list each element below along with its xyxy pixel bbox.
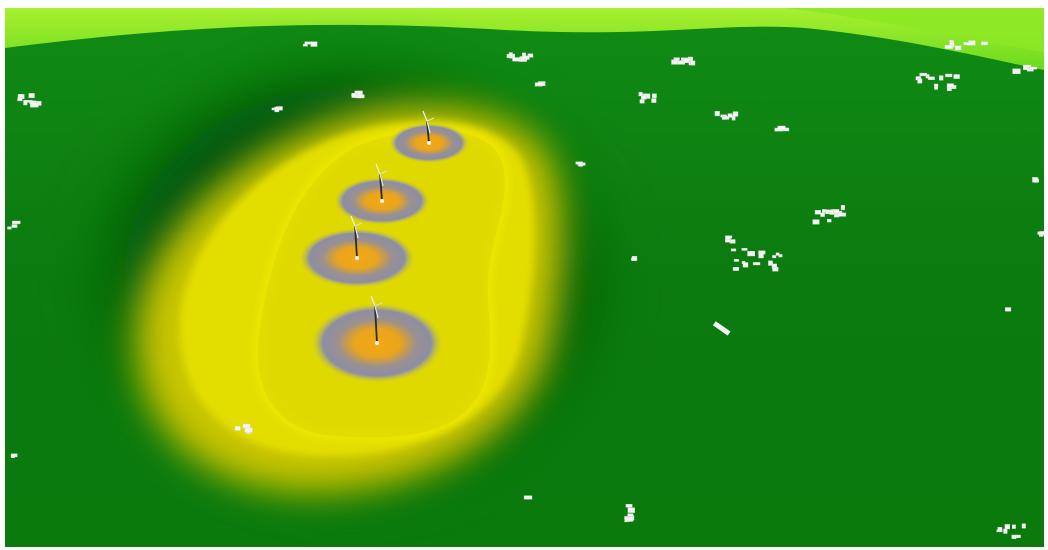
wind-turbine-icon[interactable] <box>375 163 388 203</box>
building-block-icon <box>575 161 582 165</box>
building-block-icon <box>742 262 749 268</box>
building-block-icon <box>310 41 318 47</box>
building-block-icon <box>1037 231 1044 235</box>
building-block-icon <box>777 125 786 131</box>
building-block-icon <box>1012 524 1016 529</box>
building-block-icon <box>627 507 636 513</box>
building-block-icon <box>651 98 657 103</box>
building-block-icon <box>1033 177 1039 183</box>
building-block-icon <box>1011 534 1017 539</box>
building-block-icon <box>730 248 737 252</box>
building-block-icon <box>939 75 944 81</box>
building-block-icon <box>981 41 988 46</box>
building-block-icon <box>812 219 820 225</box>
building-block-icon <box>1004 524 1011 530</box>
building-block-icon <box>523 495 533 500</box>
building-block-icon <box>242 423 251 429</box>
building-block-icon <box>631 257 638 261</box>
building-block-icon <box>23 100 28 106</box>
building-block-icon <box>954 45 962 51</box>
building-block-icon <box>727 113 733 118</box>
building-block-icon <box>652 93 657 99</box>
building-block-icon <box>722 115 730 120</box>
building-block-icon <box>944 44 954 49</box>
building-block-icon <box>638 92 643 97</box>
building-clusters <box>7 40 1044 539</box>
building-block-icon <box>28 93 35 98</box>
building-block-icon <box>508 52 513 58</box>
building-block-icon <box>712 321 731 336</box>
building-block-icon <box>537 82 545 87</box>
building-block-icon <box>934 86 938 90</box>
building-block-icon <box>733 259 739 262</box>
building-block-icon <box>814 210 821 215</box>
building-block-icon <box>274 106 280 113</box>
building-block-icon <box>829 210 835 215</box>
building-block-icon <box>1003 528 1008 534</box>
building-block-icon <box>820 212 825 217</box>
building-block-icon <box>837 212 847 217</box>
building-block-icon <box>741 248 748 251</box>
building-block-icon <box>919 72 927 77</box>
building-block-icon <box>244 427 253 433</box>
building-block-icon <box>690 60 696 66</box>
building-block-icon <box>752 262 761 266</box>
building-block-icon <box>1021 523 1026 529</box>
building-block-icon <box>1015 534 1021 538</box>
building-block-icon <box>772 267 779 272</box>
building-block-icon <box>12 220 21 225</box>
building-block-icon <box>747 251 756 257</box>
terrain-scene <box>5 8 1044 547</box>
building-block-icon <box>627 513 634 517</box>
building-block-icon <box>758 253 764 259</box>
building-block-icon <box>512 57 521 62</box>
building-block-icon <box>10 454 15 458</box>
building-block-icon <box>1012 68 1021 74</box>
building-block-icon <box>11 224 18 228</box>
building-block-icon <box>30 102 39 108</box>
wind-turbine-icon[interactable] <box>422 110 435 145</box>
building-block-icon <box>639 99 645 104</box>
building-block-icon <box>234 425 241 431</box>
wind-turbine-icon[interactable] <box>350 215 363 260</box>
wind-turbine-icon[interactable] <box>370 295 383 345</box>
building-block-icon <box>1005 307 1012 312</box>
building-block-icon <box>674 57 679 62</box>
building-block-icon <box>625 504 633 508</box>
building-block-icon <box>996 529 1003 533</box>
building-block-icon <box>946 83 954 88</box>
building-block-icon <box>356 94 365 99</box>
building-block-icon <box>768 260 773 266</box>
building-block-icon <box>966 42 974 46</box>
building-block-icon <box>732 111 739 117</box>
building-block-icon <box>714 110 720 117</box>
building-block-icon <box>7 226 12 230</box>
building-block-icon <box>683 58 690 63</box>
building-block-icon <box>953 74 960 79</box>
building-block-icon <box>17 97 23 102</box>
building-block-icon <box>302 43 308 47</box>
building-block-icon <box>775 252 780 256</box>
building-block-icon <box>917 78 923 84</box>
building-block-icon <box>772 255 777 259</box>
building-block-icon <box>521 55 530 60</box>
building-block-icon <box>827 218 832 223</box>
building-block-icon <box>945 73 953 78</box>
building-block-icon <box>732 267 740 271</box>
building-block-icon <box>641 95 647 100</box>
building-block-icon <box>840 205 845 211</box>
map-viewport[interactable] <box>5 8 1044 547</box>
building-block-icon <box>1029 66 1038 70</box>
building-block-icon <box>1038 234 1044 237</box>
building-block-icon <box>925 74 930 79</box>
building-block-icon <box>624 516 629 523</box>
building-block-icon <box>725 239 731 243</box>
wind-turbines <box>350 110 435 345</box>
building-block-icon <box>778 254 783 258</box>
horizon-hill-right <box>785 8 1044 52</box>
building-block-icon <box>934 83 939 87</box>
